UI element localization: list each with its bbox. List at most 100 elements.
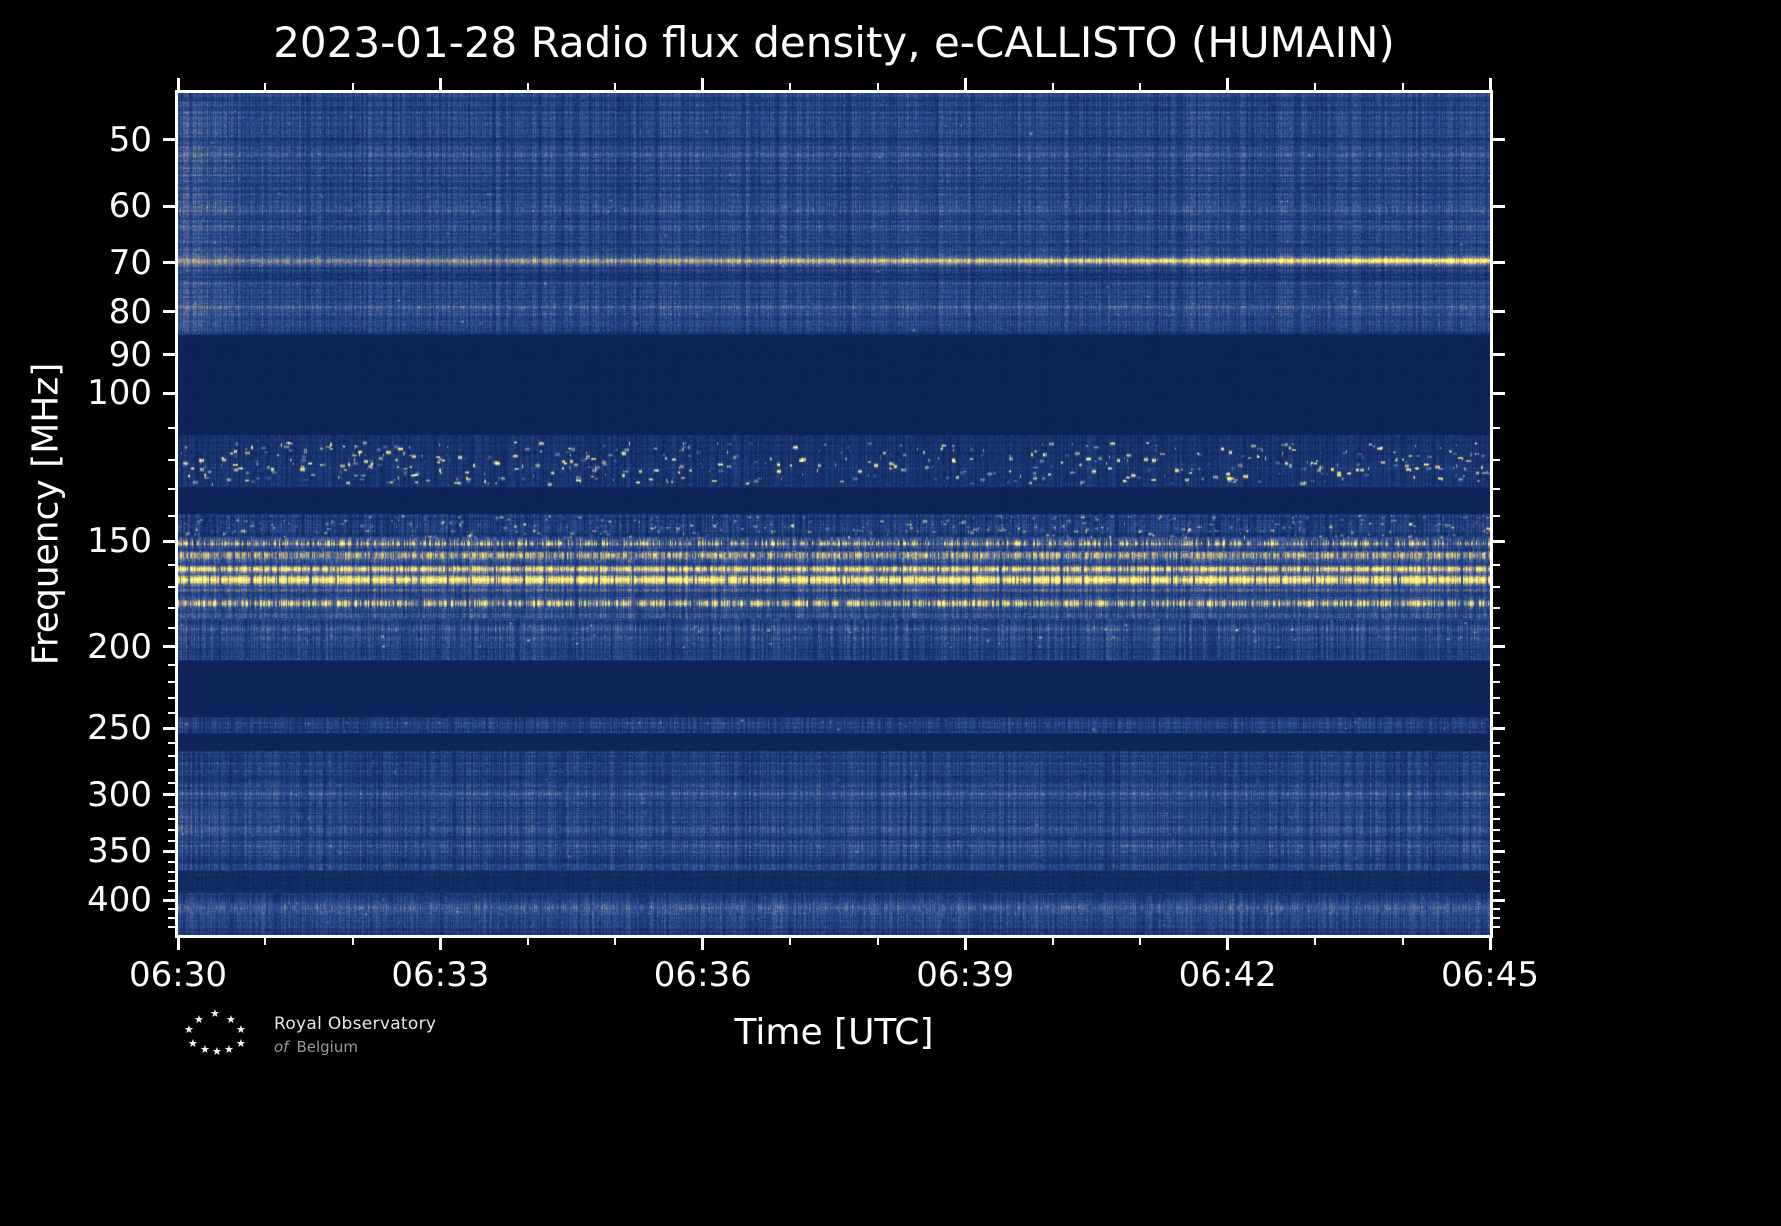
x-major-tick bbox=[701, 938, 705, 950]
y-minor-tick bbox=[168, 755, 175, 758]
x-minor-tick bbox=[1401, 938, 1404, 945]
y-minor-tick bbox=[1493, 805, 1500, 808]
y-tick-label: 60 bbox=[108, 186, 152, 227]
y-minor-tick bbox=[1493, 680, 1500, 683]
x-minor-tick bbox=[1314, 938, 1317, 945]
rob-logo-text: Royal Observatory of Belgium bbox=[274, 1014, 436, 1056]
chart-title: 2023-01-28 Radio flux density, e-CALLIST… bbox=[273, 18, 1395, 67]
y-minor-tick bbox=[168, 916, 175, 919]
x-major-tick bbox=[963, 78, 967, 90]
x-minor-tick bbox=[614, 83, 617, 90]
y-tick-label: 250 bbox=[87, 708, 152, 749]
y-minor-tick bbox=[168, 768, 175, 771]
y-major-tick bbox=[1493, 645, 1505, 649]
y-major-tick bbox=[1493, 898, 1505, 902]
x-tick-label: 06:36 bbox=[653, 955, 752, 995]
y-major-tick bbox=[163, 138, 175, 142]
star-icon: ★ bbox=[184, 1023, 194, 1036]
y-tick-label: 200 bbox=[87, 626, 152, 667]
y-minor-tick bbox=[1493, 741, 1500, 744]
star-icon: ★ bbox=[236, 1023, 246, 1036]
y-minor-tick bbox=[1493, 626, 1500, 629]
star-icon: ★ bbox=[194, 1013, 204, 1026]
y-tick-label: 100 bbox=[87, 373, 152, 414]
y-minor-tick bbox=[1493, 916, 1500, 919]
y-minor-tick bbox=[1493, 458, 1500, 461]
star-icon: ★ bbox=[236, 1037, 246, 1050]
x-minor-tick bbox=[1401, 83, 1404, 90]
x-minor-tick bbox=[876, 938, 879, 945]
y-minor-tick bbox=[1493, 889, 1500, 892]
y-tick-label: 90 bbox=[108, 334, 152, 375]
y-minor-tick bbox=[168, 586, 175, 589]
y-minor-tick bbox=[168, 696, 175, 699]
x-minor-tick bbox=[351, 83, 354, 90]
x-minor-tick bbox=[526, 938, 529, 945]
y-minor-tick bbox=[1493, 925, 1500, 928]
y-major-tick bbox=[1493, 793, 1505, 797]
star-icon: ★ bbox=[210, 1007, 220, 1020]
y-minor-tick bbox=[168, 839, 175, 842]
y-minor-tick bbox=[1493, 839, 1500, 842]
y-tick-label: 350 bbox=[87, 831, 152, 872]
star-icon: ★ bbox=[224, 1043, 234, 1056]
x-major-tick bbox=[1488, 938, 1492, 950]
x-minor-tick bbox=[1139, 83, 1142, 90]
logo-text-line2: of Belgium bbox=[274, 1038, 436, 1056]
y-major-tick bbox=[163, 539, 175, 543]
y-tick-label: 50 bbox=[108, 119, 152, 160]
x-minor-tick bbox=[264, 938, 267, 945]
y-minor-tick bbox=[168, 564, 175, 567]
x-axis-label: Time [UTC] bbox=[734, 1012, 934, 1053]
star-icon: ★ bbox=[226, 1013, 236, 1026]
y-minor-tick bbox=[168, 860, 175, 863]
y-minor-tick bbox=[168, 817, 175, 820]
logo-text-country: Belgium bbox=[296, 1038, 358, 1056]
rob-logo: ★ ★ ★ ★ ★ ★ ★ ★ ★ ★ Royal Observatory of Belgium bbox=[182, 1008, 502, 1078]
y-minor-tick bbox=[168, 427, 175, 430]
x-tick-label: 06:45 bbox=[1441, 955, 1539, 995]
x-major-tick bbox=[438, 938, 442, 950]
y-minor-tick bbox=[1493, 564, 1500, 567]
y-minor-tick bbox=[1493, 860, 1500, 863]
y-minor-tick bbox=[168, 781, 175, 784]
x-minor-tick bbox=[1051, 83, 1054, 90]
y-major-tick bbox=[1493, 726, 1505, 730]
x-major-tick bbox=[176, 938, 180, 950]
x-minor-tick bbox=[264, 83, 267, 90]
y-minor-tick bbox=[168, 607, 175, 610]
y-minor-tick bbox=[168, 712, 175, 715]
y-minor-tick bbox=[1493, 712, 1500, 715]
star-icon: ★ bbox=[188, 1037, 198, 1050]
y-major-tick bbox=[1493, 539, 1505, 543]
y-minor-tick bbox=[168, 458, 175, 461]
y-major-tick bbox=[163, 726, 175, 730]
y-major-tick bbox=[163, 898, 175, 902]
x-major-tick bbox=[1488, 78, 1492, 90]
y-major-tick bbox=[1493, 849, 1505, 853]
x-major-tick bbox=[963, 938, 967, 950]
y-tick-label: 70 bbox=[108, 242, 152, 283]
x-tick-label: 06:39 bbox=[916, 955, 1015, 995]
x-minor-tick bbox=[1139, 938, 1142, 945]
y-major-tick bbox=[1493, 310, 1505, 314]
x-minor-tick bbox=[1314, 83, 1317, 90]
x-major-tick bbox=[438, 78, 442, 90]
y-minor-tick bbox=[1493, 427, 1500, 430]
x-major-tick bbox=[1226, 938, 1230, 950]
y-minor-tick bbox=[168, 680, 175, 683]
y-major-tick bbox=[1493, 204, 1505, 208]
y-major-tick bbox=[163, 849, 175, 853]
y-major-tick bbox=[163, 310, 175, 314]
y-major-tick bbox=[163, 793, 175, 797]
y-major-tick bbox=[1493, 261, 1505, 265]
y-major-tick bbox=[1493, 391, 1505, 395]
spectrogram-canvas bbox=[178, 93, 1490, 935]
y-tick-label: 300 bbox=[87, 774, 152, 815]
y-tick-label: 80 bbox=[108, 291, 152, 332]
y-minor-tick bbox=[1493, 696, 1500, 699]
y-tick-label: 150 bbox=[87, 521, 152, 562]
x-minor-tick bbox=[789, 938, 792, 945]
y-minor-tick bbox=[168, 908, 175, 911]
star-icon: ★ bbox=[212, 1045, 222, 1058]
